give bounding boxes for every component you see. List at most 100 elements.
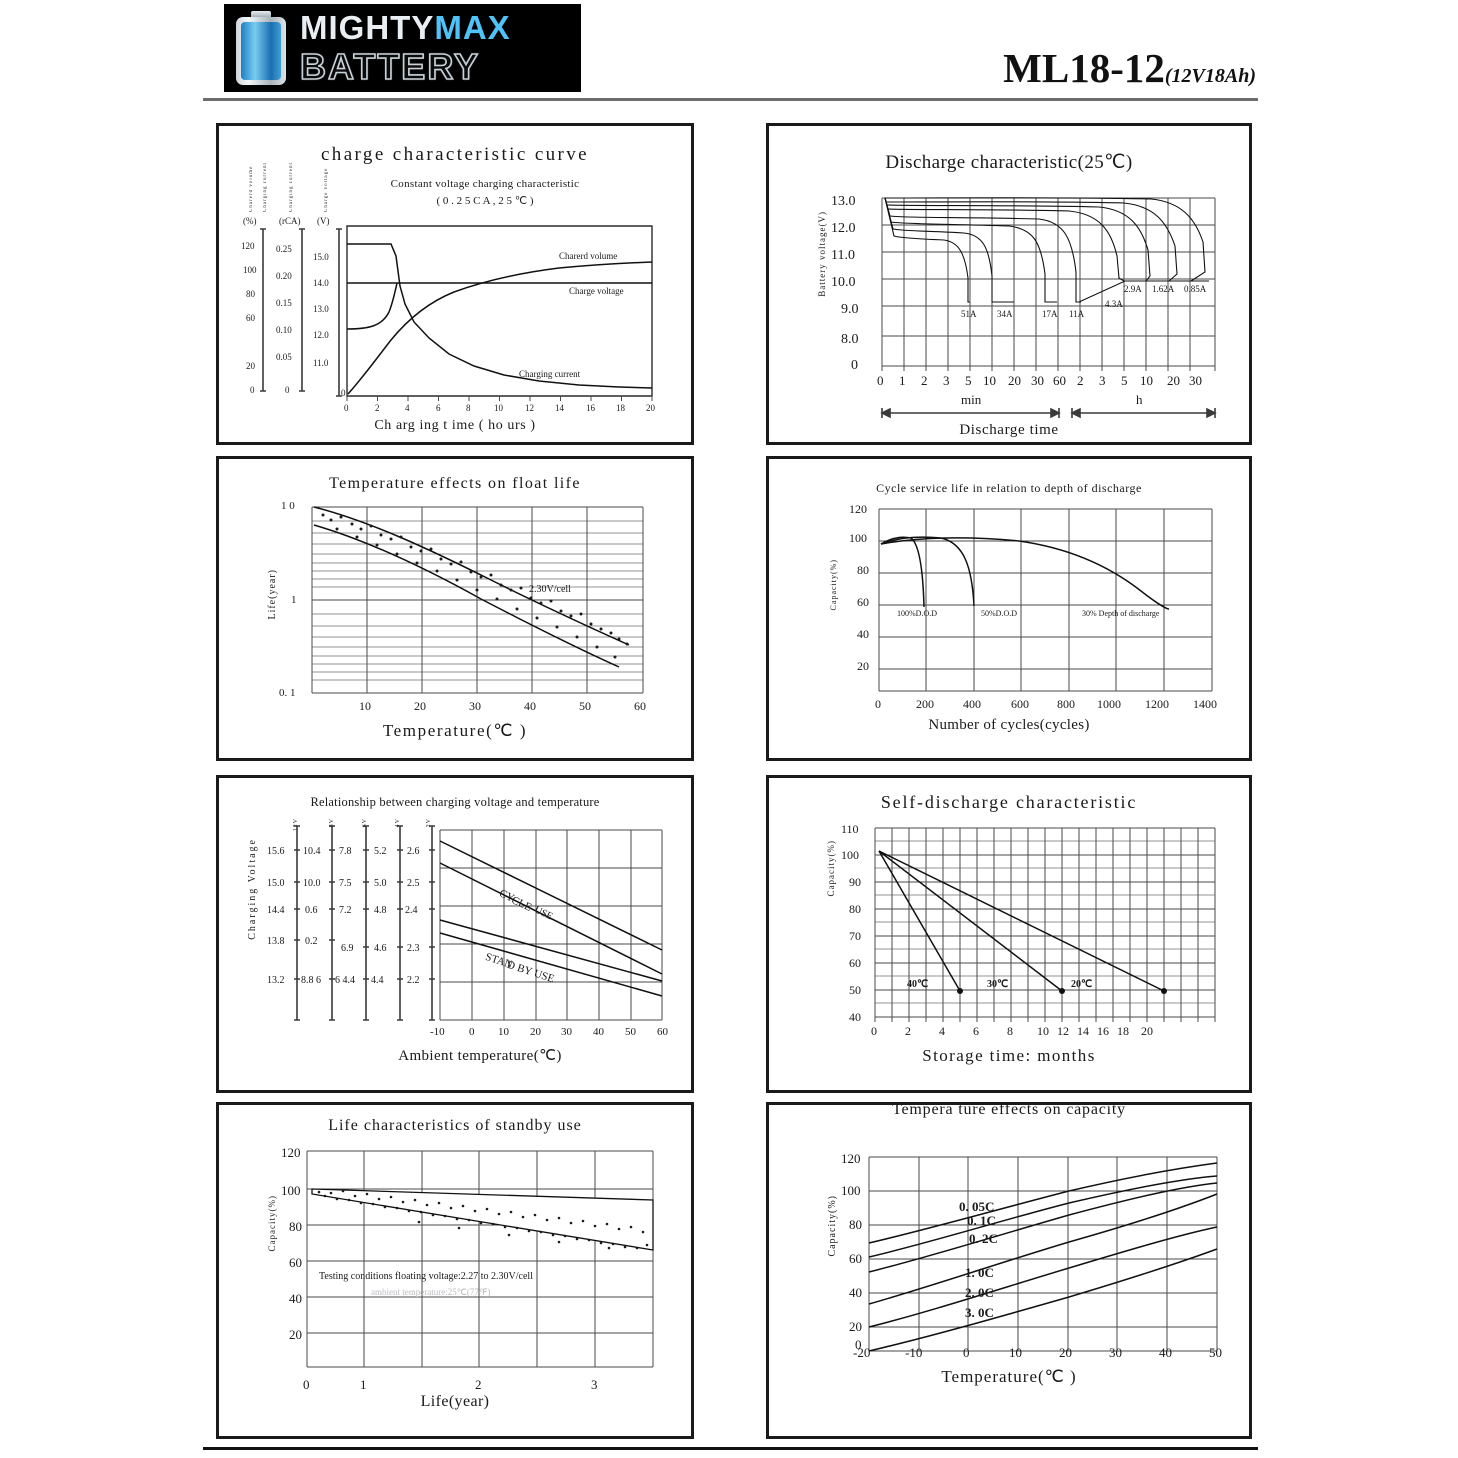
xtick-18: 18 (1117, 1024, 1129, 1038)
ytick-6v-75: 7.5 (339, 878, 352, 889)
xtick-20: 20 (1141, 1024, 1153, 1038)
ytick-6v-66: 6 4.4 (335, 975, 355, 986)
panel-temperature-float-life: Temperature effects on float life Life(y… (216, 456, 694, 761)
ytick-12v-144: 14.4 (267, 905, 285, 916)
xtick-20: 20 (1008, 373, 1021, 388)
series-label-34a: 34A (997, 309, 1013, 319)
xtick-0: 0 (877, 373, 884, 388)
ytick-100: 10.0 (831, 275, 856, 290)
annotation-voltage-per-cell: 2.30V/cell (529, 584, 571, 595)
x-axis-label: Storage time: months (922, 1046, 1096, 1065)
charge-curve-plot (260, 225, 653, 401)
ytick-2v-24: 2.4 (405, 905, 418, 916)
ytick-90: 9.0 (841, 302, 859, 317)
series-label-charge-voltage: Charge voltage (569, 286, 624, 296)
xtick-400: 400 (963, 697, 981, 711)
axis-header-percent: (%) (243, 216, 257, 226)
ytick-12v-138: 13.8 (267, 936, 285, 947)
xtick-12: 12 (525, 403, 534, 413)
ytick-120: 120 (841, 1151, 861, 1166)
series-label-10c: 1. 0C (965, 1265, 994, 1280)
ytick-110: 11.0 (831, 248, 855, 263)
xtick-10: 10 (498, 1026, 509, 1038)
ytick-ca-015: 0.15 (276, 298, 292, 308)
ytick-60: 60 (849, 956, 861, 970)
xtick-20: 20 (1059, 1345, 1072, 1360)
xtick-16: 16 (1097, 1024, 1109, 1038)
chart-subtitle-line2: ( 0 . 2 5 C A , 2 5 ℃ ) (436, 195, 534, 207)
ytick-60: 60 (857, 595, 869, 609)
ytick-2v-23: 2.3 (407, 943, 420, 954)
x-axis-label: Temperature(℃ ) (382, 721, 528, 740)
panel-charging-voltage-temperature: Relationship between charging voltage an… (216, 775, 694, 1093)
header-divider (203, 98, 1258, 101)
ytick-120: 12.0 (831, 221, 856, 236)
axis-header-ca: (rCA) (279, 216, 301, 226)
ytick-20: 20 (849, 1319, 862, 1334)
xtick-h10: 10 (1140, 373, 1153, 388)
xtick-60: 60 (1053, 373, 1066, 388)
xtick-40: 40 (1159, 1345, 1172, 1360)
xtick-8: 8 (466, 403, 471, 413)
panel-cycle-service-life: Cycle service life in relation to depth … (766, 456, 1252, 761)
ytick-80: 80 (849, 1217, 862, 1232)
xtick-0: 0 (871, 1024, 877, 1038)
xtick-1400: 1400 (1193, 697, 1217, 711)
ytick-ca-020: 0.20 (276, 271, 292, 281)
panel-life-characteristics-standby: Life characteristics of standby use Capa… (216, 1102, 694, 1439)
series-label-30dod: 30% Depth of discharge (1082, 609, 1160, 618)
xtick-50: 50 (579, 699, 591, 713)
series-label-100dod: 100%D.O.D (897, 609, 937, 618)
battery-icon (234, 11, 288, 85)
cycle-life-plot (878, 508, 1213, 692)
chart-title: Temperature effects on float life (329, 475, 581, 492)
ytick-4v-48: 4.8 (374, 905, 387, 916)
series-label-085a: 0.85A (1184, 284, 1207, 294)
xtick-20: 20 (414, 699, 426, 713)
charging-voltage-plot (294, 825, 663, 1021)
ytick-80: 80 (849, 902, 861, 916)
ytick-pct-0: 0 (250, 385, 255, 395)
xtick-minus20: -20 (853, 1345, 871, 1360)
ytick-01: 0. 1 (279, 687, 296, 699)
xgroup-label-min: min (961, 392, 982, 407)
ytick-20: 20 (289, 1327, 302, 1342)
xtick-40: 40 (593, 1026, 604, 1038)
chart-title: charge characteristic curve (320, 144, 590, 165)
x-axis-label: Ambient temperature(℃) (398, 1048, 562, 1064)
ytick-40: 40 (849, 1010, 861, 1024)
chart-title: Cycle service life in relation to depth … (876, 481, 1142, 495)
series-label-50dod: 50%D.O.D (981, 609, 1017, 618)
series-label-01c: 0. 1C (967, 1213, 996, 1228)
ytick-1: 1 (291, 594, 297, 606)
xtick-30: 30 (561, 1026, 572, 1038)
ytick-80: 8.0 (841, 332, 859, 347)
capacity-temperature-plot (868, 1156, 1218, 1352)
x-axis-label: Number of cycles(cycles) (928, 717, 1090, 733)
ytick-pct-120: 120 (241, 241, 255, 251)
model-number: ML18-12 (1003, 45, 1165, 91)
xtick-0: 0 (303, 1377, 310, 1392)
ytick-80: 80 (289, 1219, 302, 1234)
chart-title: Relationship between charging voltage an… (310, 795, 600, 809)
xtick-2: 2 (475, 1377, 482, 1392)
xtick-h3: 3 (1099, 373, 1106, 388)
ytick-60: 60 (849, 1251, 862, 1266)
axis-header-v: (V) (317, 216, 330, 226)
xtick-16: 16 (586, 403, 595, 413)
panel-charge-characteristic: charge characteristic curve Constant vol… (216, 123, 694, 445)
panel-temperature-effects-capacity: Tempera ture effects on capacity Capacit… (766, 1101, 1252, 1439)
xtick-2: 2 (921, 373, 928, 388)
xtick-2: 2 (905, 1024, 911, 1038)
ytick-40: 40 (857, 627, 869, 641)
series-label-30c: 3. 0C (965, 1305, 994, 1320)
xtick-60: 60 (657, 1026, 668, 1038)
xtick-14: 14 (1077, 1024, 1089, 1038)
xtick-1: 1 (899, 373, 906, 388)
xtick-10: 10 (983, 373, 996, 388)
ytick-0: 0 (851, 358, 858, 373)
xtick-50: 50 (1209, 1345, 1222, 1360)
xtick-14: 14 (555, 403, 564, 413)
ytick-60: 60 (289, 1255, 302, 1270)
logo-word-max: MAX (434, 9, 511, 46)
